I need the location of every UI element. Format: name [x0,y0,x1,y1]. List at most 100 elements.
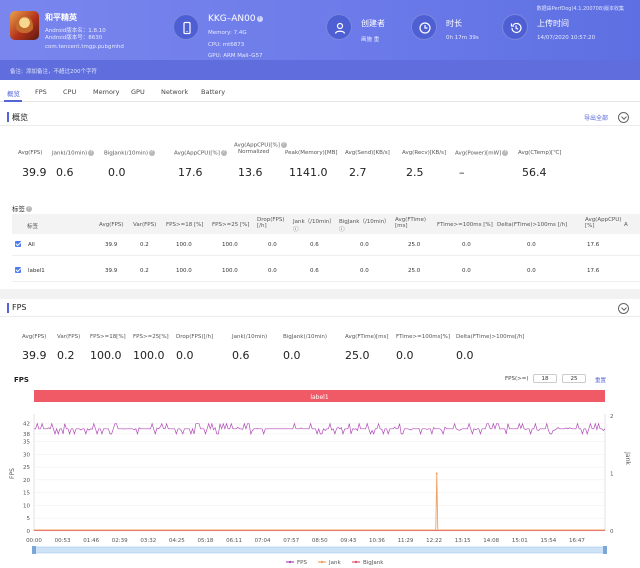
help-icon[interactable]: ? [502,150,509,156]
metric-value: – [459,166,465,179]
y-tick-label: 30 [23,452,30,458]
fps-metric-value: 100.0 [133,349,165,362]
x-tick-label: 16:47 [569,538,585,544]
phone-icon [173,14,199,40]
x-tick-label: 03:32 [140,538,156,544]
fps-title: FPS [12,303,27,312]
tab-active-indicator [4,100,22,102]
tab-cpu[interactable]: CPU [63,88,77,96]
table-row[interactable] [12,234,640,256]
tab-fps[interactable]: FPS [35,88,47,96]
y-tick-label: 5 [27,516,31,522]
upload-value: 14/07/2020 10:57:20 [537,35,596,41]
reset-button[interactable]: 重置 [595,378,607,384]
help-icon[interactable]: ? [88,150,95,156]
metric-value: 0.0 [108,166,126,179]
device-cpu: CPU: mt6873 [208,42,245,48]
jank-spike-point [435,472,438,475]
metric-label: BigJank(/10min)? [104,150,155,157]
tab-gpu[interactable]: GPU [131,88,145,96]
fps-chart: label1 0 5 10 15 20 25 30 35 38 42 0 1 2 FPS Jank 00:00 0… [9,390,631,566]
row-label: All [28,242,35,248]
table-cell: 39.9 [105,268,118,274]
table-cell: 17.6 [587,268,600,274]
x-tick-label: 11:29 [398,538,414,544]
user-icon [326,14,352,40]
tab-battery[interactable]: Battery [201,88,226,96]
metric-value: 39.9 [22,166,47,179]
table-header-cell: Var(FPS) [133,222,157,228]
zoom-handle-left [32,546,36,554]
table-cell: 0.0 [462,242,471,248]
help-icon[interactable]: ? [148,150,155,156]
x-tick-label: 02:39 [112,538,128,544]
x-tick-label: 15:54 [540,538,556,544]
label-band [34,390,605,402]
note-input[interactable]: 添加备注，不超过200个字符 [26,69,97,75]
app-build: Android版本号：8630 [45,35,103,41]
table-header-cell: Drop(FPS) [/h] [257,217,285,229]
table-cell: 100.0 [222,242,238,248]
metric-label: Avg(AppCPU)[%]? [174,150,227,157]
tab-overview[interactable]: 概览 [7,90,20,98]
table-row[interactable] [12,260,640,282]
tab-memory[interactable]: Memory [93,88,120,96]
fps-metric-value: 0.0 [396,349,414,362]
table-cell: 25.0 [408,268,421,274]
fps-filter-label: FPS(>=) [505,376,529,382]
table-cell: 0.0 [527,242,536,248]
table-cell: 0.2 [140,268,149,274]
fps-metric-value: 0.0 [176,349,194,362]
metric-label: Avg(AppCPU)[%]? Normalized [234,142,287,155]
metric-label: Avg(Recv)[KB/s] [402,150,447,156]
table-header-cell: Avg(AppCPU) [%] [585,217,622,229]
band-label: label1 [310,394,329,401]
table-cell: 0.0 [268,242,277,248]
report-header: 和平精英 Android版本名：1.8.10 Android版本号：8630 c… [0,0,640,60]
row-checkbox[interactable] [15,241,21,247]
chart-title: FPS [14,376,29,384]
table-cell: 39.9 [105,242,118,248]
x-tick-label: 15:01 [512,538,528,544]
collapse-icon[interactable] [618,303,629,314]
fps-metric-value: 0.0 [283,349,301,362]
clock-icon [411,14,437,40]
table-cell: 0.6 [310,268,319,274]
tab-network[interactable]: Network [161,88,189,96]
y-tick-label: 20 [23,478,30,484]
fps-metric-label: Delta(FTime)>100ms[/h] [456,334,525,340]
export-all-link[interactable]: 导出全部 [583,115,608,122]
note-label: 备注: [10,69,23,75]
x-tick-label: 07:04 [255,538,271,544]
legend-item: FPS [297,560,307,566]
creator-value: 画施 重 [361,37,380,43]
device-gpu: GPU: ARM Mali–G57 [208,53,263,59]
x-tick-label: 00:00 [26,538,42,544]
note-bar: 备注: 添加备注，不超过200个字符 [0,60,640,80]
duration-label: 时长 [446,19,462,28]
upload-label: 上传时间 [537,19,569,28]
section-marker [7,112,9,122]
collapse-icon[interactable] [618,112,629,123]
y2-tick-label: 0 [610,529,614,535]
fps-filter-low-input[interactable]: 18 [533,374,557,383]
x-tick-label: 08:50 [312,538,328,544]
fps-metric-label: FPS>=25[%] [133,334,169,340]
metric-value: 13.6 [238,166,263,179]
fps-filter-high-input[interactable]: 25 [562,374,586,383]
help-icon[interactable]: ? [280,142,287,148]
metric-label: Avg(Power)[mW]? [455,150,509,157]
metric-label: Avg(CTemp)[℃] [518,150,562,156]
table-cell: 100.0 [176,242,192,248]
row-checkbox[interactable] [15,267,21,273]
app-package: com.tencent.tmgp.pubgmhd [45,44,124,50]
metric-label: Avg(Send)[KB/s] [345,150,390,156]
x-tick-label: 06:11 [226,538,242,544]
y-axis-label: FPS [9,468,16,479]
y-tick-label: 42 [23,422,30,428]
help-icon[interactable]: ? [220,150,227,156]
x-tick-label: 14:08 [483,538,499,544]
y-tick-label: 0 [27,529,31,535]
device-model: KKG–AN00 i [208,14,263,24]
metric-value: 56.4 [522,166,547,179]
